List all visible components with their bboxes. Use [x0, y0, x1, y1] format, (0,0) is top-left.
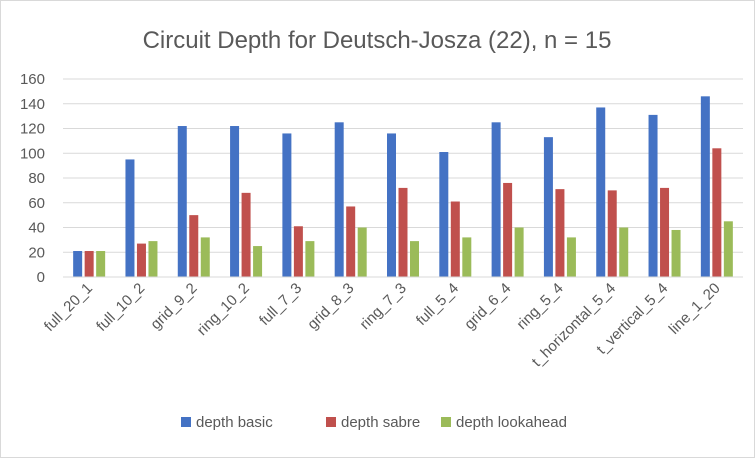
bar — [398, 187, 408, 277]
x-tick-label: line_1_20 — [666, 280, 724, 338]
bar — [514, 227, 524, 277]
bar — [462, 237, 472, 277]
bar — [125, 159, 135, 277]
bar — [189, 215, 199, 277]
bar — [282, 133, 292, 277]
bar — [357, 227, 367, 277]
bar — [177, 126, 187, 278]
bar — [334, 122, 344, 277]
bar — [200, 237, 210, 277]
bar — [230, 126, 240, 278]
bar — [491, 122, 501, 277]
bar — [503, 182, 513, 277]
bar — [543, 137, 553, 277]
bar — [346, 206, 356, 277]
y-axis-ticks: 0 20 40 60 80 100 120 140 160 — [20, 71, 45, 286]
bar — [73, 251, 83, 277]
y-tick-label: 80 — [28, 170, 45, 187]
bar — [712, 148, 722, 277]
y-tick-label: 120 — [20, 121, 45, 138]
x-tick-label: ring_5_4 — [513, 280, 566, 333]
bar — [84, 251, 94, 277]
legend: depth basic depth sabre depth lookahead — [181, 414, 567, 431]
y-tick-label: 60 — [28, 195, 45, 212]
y-tick-label: 140 — [20, 96, 45, 113]
bar — [387, 133, 396, 277]
bar — [619, 227, 629, 277]
bar — [607, 190, 617, 277]
bar — [660, 187, 670, 277]
y-tick-label: 40 — [28, 220, 45, 237]
bar — [671, 229, 681, 277]
x-tick-label: ring_10_2 — [194, 280, 253, 339]
x-tick-label: ring_7_3 — [357, 280, 410, 333]
bar — [253, 246, 263, 277]
bar — [136, 243, 146, 277]
bars — [73, 96, 733, 278]
bar — [450, 201, 460, 277]
x-tick-label: grid_9_2 — [147, 280, 200, 333]
y-tick-label: 100 — [20, 145, 45, 162]
bar — [305, 241, 315, 277]
legend-swatch — [181, 417, 191, 427]
x-tick-label: full_7_3 — [256, 280, 305, 329]
legend-swatch — [441, 417, 451, 427]
bar — [555, 189, 565, 277]
y-tick-label: 160 — [20, 71, 45, 88]
bar — [241, 192, 251, 277]
bar — [566, 237, 576, 277]
bar — [596, 107, 606, 278]
y-tick-label: 20 — [28, 244, 45, 261]
legend-swatch — [326, 417, 336, 427]
x-tick-label: full_10_2 — [93, 280, 148, 335]
bar — [410, 241, 419, 277]
legend-label: depth sabre — [341, 414, 420, 431]
x-tick-label: full_20_1 — [41, 280, 96, 335]
bar — [723, 221, 733, 277]
x-tick-label: grid_8_3 — [304, 280, 357, 333]
x-tick-label: grid_6_4 — [461, 280, 514, 333]
bar — [96, 251, 106, 277]
bar — [293, 226, 303, 277]
bar — [648, 114, 658, 277]
chart-title: Circuit Depth for Deutsch-Josza (22), n … — [143, 27, 612, 54]
x-tick-label: full_5_4 — [413, 280, 462, 329]
bar — [700, 96, 710, 277]
y-tick-label: 0 — [37, 269, 45, 286]
bar — [148, 241, 158, 277]
legend-label: depth basic — [196, 414, 273, 431]
bar — [439, 152, 449, 277]
legend-label: depth lookahead — [456, 414, 567, 431]
